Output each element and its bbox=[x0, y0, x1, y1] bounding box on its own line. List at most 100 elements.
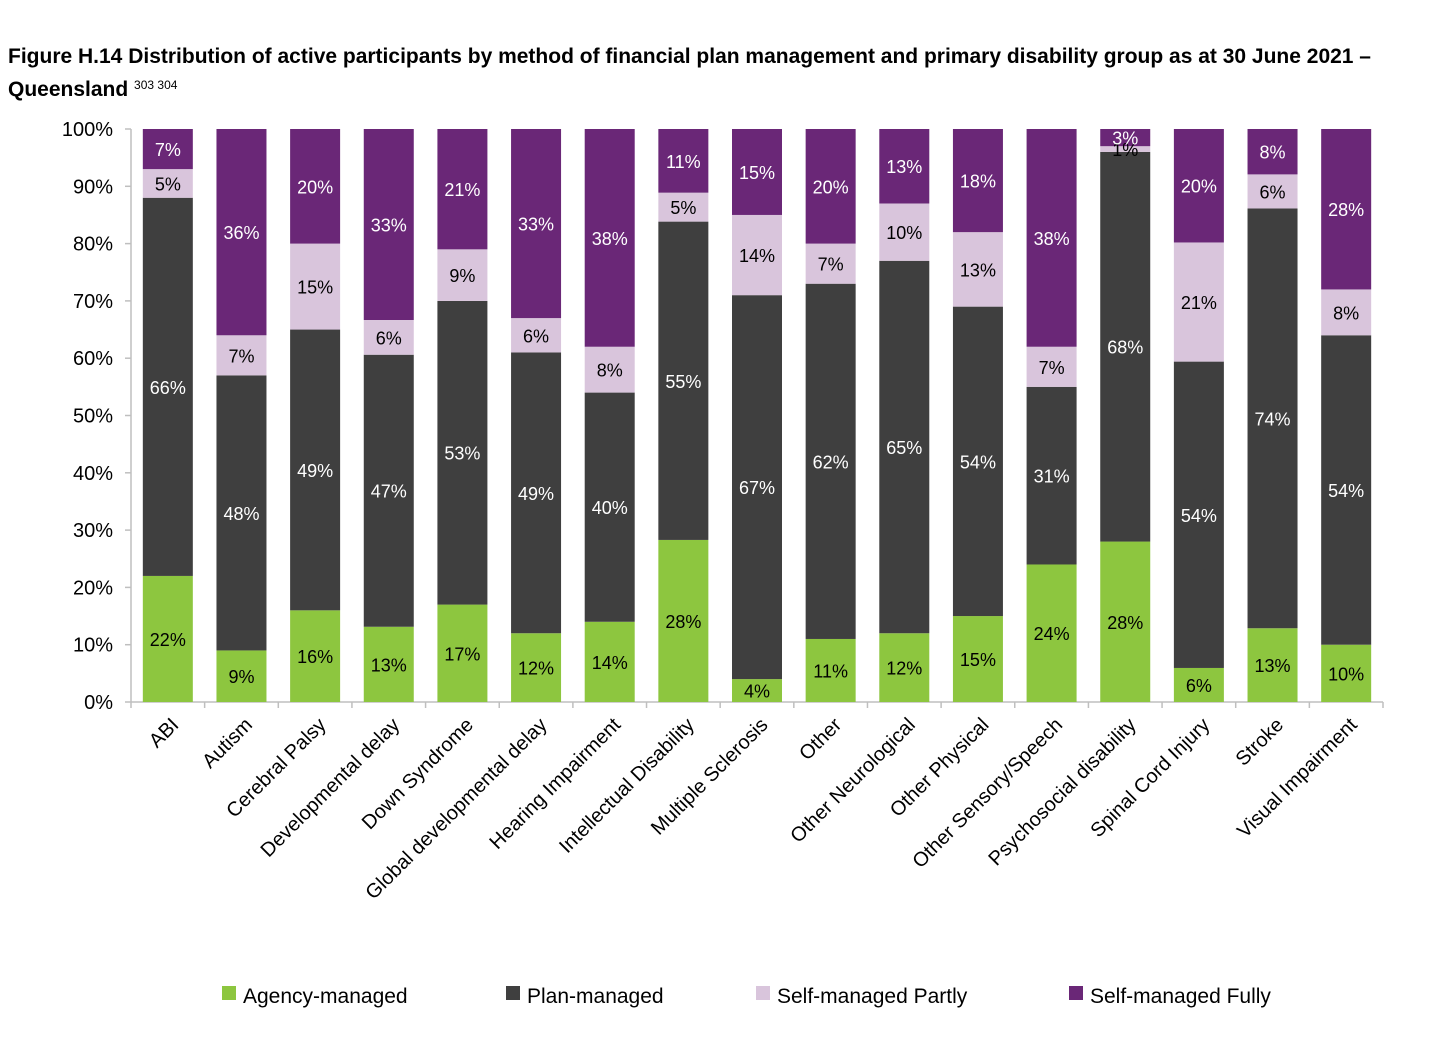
bar-segment bbox=[732, 214, 782, 296]
data-label: 33% bbox=[371, 216, 407, 236]
bar-segment bbox=[879, 633, 930, 702]
bar-segment bbox=[437, 249, 488, 301]
data-label: 28% bbox=[1107, 613, 1143, 633]
y-tick-label: 40% bbox=[73, 463, 113, 485]
data-label: 13% bbox=[371, 655, 407, 675]
data-label: 38% bbox=[1034, 229, 1070, 249]
data-label: 15% bbox=[739, 163, 775, 183]
bar-segment bbox=[805, 283, 856, 639]
x-category-label: ABI bbox=[145, 714, 183, 752]
data-label: 53% bbox=[444, 444, 480, 464]
x-category-label: Autism bbox=[198, 714, 257, 773]
y-tick-label: 20% bbox=[73, 577, 113, 599]
bar-segment bbox=[1321, 335, 1372, 645]
chart-title: Figure H.14 Distribution of active parti… bbox=[8, 40, 1448, 106]
bar-segment bbox=[142, 129, 193, 170]
data-label: 9% bbox=[228, 667, 254, 687]
bar-segment bbox=[658, 129, 709, 193]
data-label: 7% bbox=[818, 255, 844, 275]
data-label: 10% bbox=[886, 223, 922, 243]
data-label: 36% bbox=[223, 223, 259, 243]
bar-segment bbox=[437, 300, 488, 605]
data-label: 7% bbox=[155, 140, 181, 160]
bar-segment bbox=[511, 633, 562, 702]
data-label: 16% bbox=[297, 647, 333, 667]
x-category-label: Developmental delay bbox=[257, 714, 405, 862]
bar-segment bbox=[142, 575, 193, 702]
bar-segment bbox=[1321, 289, 1372, 336]
bar-segment bbox=[805, 638, 856, 702]
data-label: 54% bbox=[1181, 506, 1217, 526]
x-category-label: Other bbox=[795, 714, 846, 765]
bar-segment bbox=[1247, 208, 1298, 629]
data-label: 4% bbox=[744, 682, 770, 702]
y-tick-label: 80% bbox=[73, 234, 113, 256]
data-label: 8% bbox=[597, 361, 623, 381]
data-label: 13% bbox=[960, 260, 996, 280]
y-tick-label: 50% bbox=[73, 406, 113, 428]
data-label: 48% bbox=[223, 504, 259, 524]
data-label: 6% bbox=[523, 326, 549, 346]
legend-swatch bbox=[756, 986, 770, 1000]
data-label: 55% bbox=[665, 372, 701, 392]
y-tick-label: 90% bbox=[73, 176, 113, 198]
data-label: 20% bbox=[297, 177, 333, 197]
bar-segment bbox=[1173, 129, 1224, 243]
bar-segment bbox=[658, 539, 709, 702]
bar-segment bbox=[805, 129, 856, 244]
bar-segment bbox=[1026, 346, 1077, 387]
bar-segment bbox=[952, 616, 1003, 702]
bar-segment bbox=[1321, 129, 1372, 290]
data-label: 6% bbox=[376, 328, 402, 348]
bar-segment bbox=[658, 192, 709, 222]
legend-swatch bbox=[222, 986, 236, 1000]
data-label: 13% bbox=[1255, 656, 1291, 676]
bar-segment bbox=[142, 197, 193, 576]
bar-segment bbox=[1100, 129, 1151, 147]
y-tick-label: 60% bbox=[73, 348, 113, 370]
bar-segment bbox=[1100, 146, 1151, 152]
chart-title-text: Figure H.14 Distribution of active parti… bbox=[8, 45, 1371, 101]
legend-label: Self-managed Fully bbox=[1090, 985, 1271, 1008]
bar-segment bbox=[290, 329, 341, 611]
data-label: 6% bbox=[1260, 182, 1286, 202]
data-label: 66% bbox=[150, 378, 186, 398]
bar-segment bbox=[1173, 361, 1224, 668]
bar-segment bbox=[216, 650, 267, 702]
data-label: 54% bbox=[960, 452, 996, 472]
bar-segment bbox=[363, 320, 414, 355]
data-label: 15% bbox=[960, 650, 996, 670]
bar-segment bbox=[1100, 541, 1151, 702]
x-category-label: Other Neurological bbox=[786, 714, 919, 847]
data-label: 74% bbox=[1255, 409, 1291, 429]
bar-segment bbox=[1247, 129, 1298, 175]
bar-segment bbox=[658, 221, 709, 540]
data-label: 12% bbox=[518, 659, 554, 679]
bar-segment bbox=[584, 621, 635, 702]
data-label: 9% bbox=[449, 266, 475, 286]
data-label: 12% bbox=[886, 659, 922, 679]
data-label: 7% bbox=[228, 346, 254, 366]
data-label: 14% bbox=[592, 653, 628, 673]
data-label: 14% bbox=[739, 246, 775, 266]
y-tick-label: 0% bbox=[84, 692, 113, 714]
bar-segment bbox=[511, 352, 562, 634]
data-label: 28% bbox=[1328, 200, 1364, 220]
bar-segment bbox=[363, 626, 414, 702]
data-label: 33% bbox=[518, 215, 554, 235]
data-label: 68% bbox=[1107, 338, 1143, 358]
data-label: 5% bbox=[155, 174, 181, 194]
y-tick-label: 100% bbox=[62, 119, 113, 141]
bar-segment bbox=[142, 169, 193, 198]
bar-segment bbox=[1173, 667, 1224, 702]
x-category-label: Other Sensory/Speech bbox=[908, 714, 1067, 873]
bar-segment bbox=[1026, 564, 1077, 702]
bar-segment bbox=[879, 129, 930, 204]
bar-segment bbox=[879, 260, 930, 634]
legend-swatch bbox=[1069, 986, 1083, 1000]
bar-segment bbox=[805, 243, 856, 284]
data-label: 67% bbox=[739, 478, 775, 498]
data-label: 47% bbox=[371, 482, 407, 502]
bar-segment bbox=[290, 243, 341, 330]
